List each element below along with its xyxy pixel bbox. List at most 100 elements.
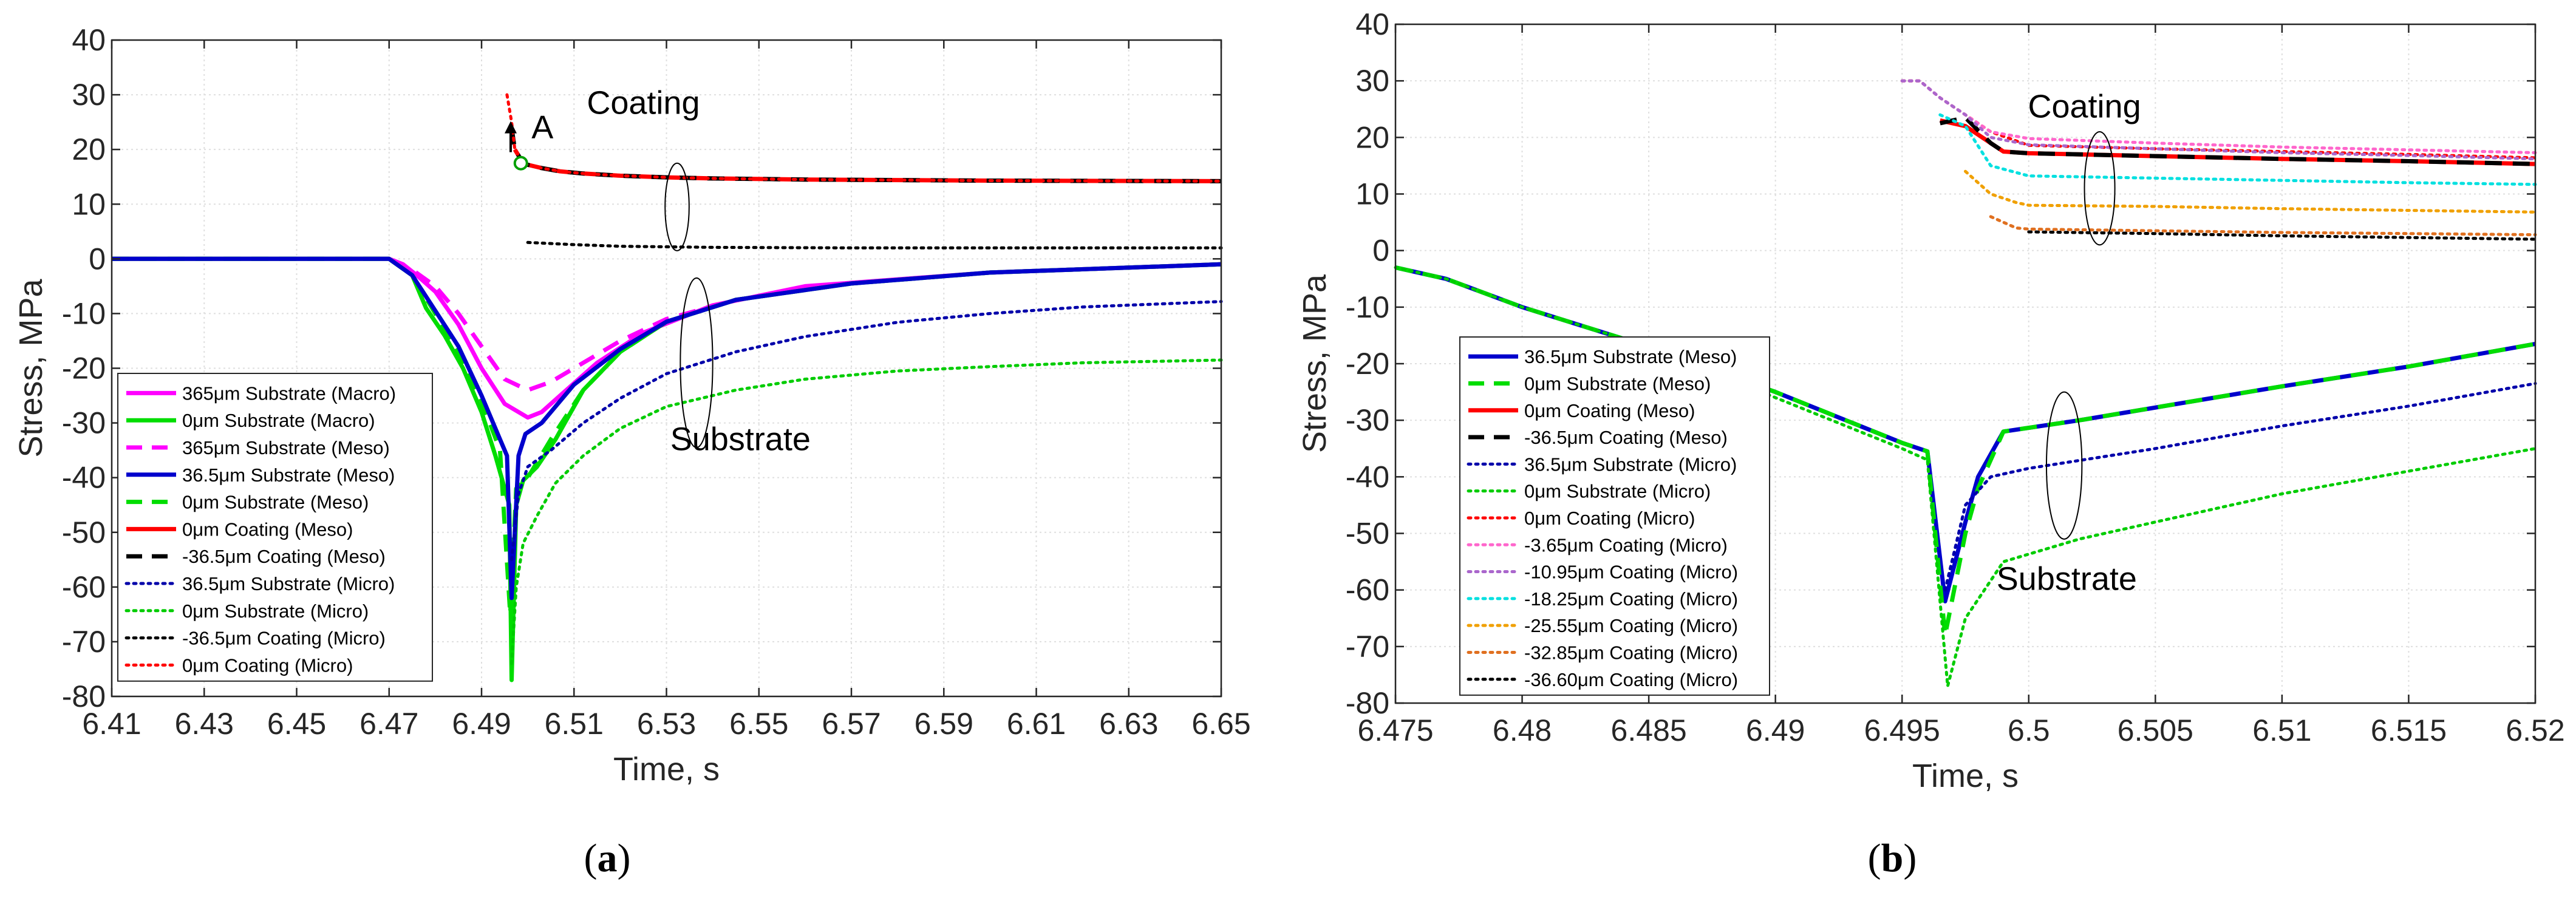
x-tick-label: 6.495: [1864, 713, 1940, 747]
x-tick-label: 6.57: [822, 707, 881, 741]
y-tick-label: 10: [1355, 177, 1389, 211]
annotation-coating: Coating: [2028, 89, 2141, 125]
legend-entry-label: 0μm Coating (Micro): [182, 655, 353, 676]
annotation-substrate: Substrate: [670, 421, 811, 458]
legend-entry-label: -36.60μm Coating (Micro): [1524, 669, 1738, 690]
series-line-b-10: [1964, 169, 2537, 214]
x-tick-label: 6.48: [1493, 713, 1552, 747]
y-tick-label: -60: [62, 570, 106, 604]
x-tick-label: 6.49: [452, 707, 511, 741]
legend-entry-label: -36.5μm Coating (Meso): [182, 546, 386, 567]
x-tick-label: 6.47: [359, 707, 418, 741]
y-tick-label: -70: [62, 625, 106, 659]
y-tick-label: 30: [1355, 64, 1389, 98]
y-tick-label: -40: [62, 461, 106, 495]
legend-entry-label: -32.85μm Coating (Micro): [1524, 642, 1738, 663]
x-tick-label: 6.51: [545, 707, 604, 741]
panel-a-chart: Coating Substrate A 6.41 6.43 6.45 6.47 6.49 6.5…: [13, 23, 1251, 787]
arrow-head-icon: [504, 121, 517, 134]
legend-entry-label: 0μm Substrate (Meso): [182, 492, 369, 513]
series-line-b-5: [1940, 115, 2536, 166]
caption-b: (b): [1868, 836, 1917, 880]
y-tick-label: 30: [72, 78, 106, 112]
y-tick-label: -50: [1346, 517, 1389, 551]
point-a-marker: [513, 155, 528, 171]
series-line-b-12: [2027, 230, 2537, 241]
series-line-a-10: [526, 240, 1223, 250]
y-tick-label: -80: [62, 679, 106, 713]
y-tick-label: 20: [72, 132, 106, 166]
y-tick-label: -30: [62, 406, 106, 440]
x-tick-label: 6.59: [915, 707, 973, 741]
y-tick-label: 0: [1372, 234, 1389, 268]
legend: 365μm Substrate (Macro) 0μm Substrate (Ma…: [117, 373, 433, 682]
legend-entry-label: 0μm Substrate (Micro): [1524, 481, 1711, 502]
series-line-b-7: [1900, 79, 2537, 154]
legend-entry-label: 0μm Coating (Micro): [1524, 508, 1695, 529]
series-line-a-6: [510, 358, 1223, 665]
x-tick-label: 6.51: [2252, 713, 2311, 747]
x-tick-label: 6.52: [2506, 713, 2564, 747]
series-line-b-11: [1989, 215, 2537, 237]
series-line-a-5: [510, 300, 1223, 562]
legend-box: [1459, 336, 1770, 696]
y-tick-label: -70: [1346, 630, 1389, 664]
y-tick-label: -30: [1346, 403, 1389, 437]
y-tick-label: -80: [1346, 686, 1389, 720]
x-tick-label: 6.505: [2118, 713, 2193, 747]
series-line-a-4: [112, 256, 1222, 600]
series-line-a-8: [509, 127, 1222, 183]
x-tick-label: 6.5: [2008, 713, 2050, 747]
legend-entry-label: 365μm Substrate (Meso): [182, 437, 390, 458]
legend-entry-label: 0μm Substrate (Micro): [182, 600, 369, 622]
y-tick-label: -40: [1346, 460, 1389, 494]
legend-entry-label: 0μm Substrate (Meso): [1524, 373, 1711, 394]
x-tick-label: 6.515: [2371, 713, 2447, 747]
x-tick-label: 6.45: [267, 707, 326, 741]
y-tick-label: -60: [1346, 573, 1389, 607]
annotation-substrate: Substrate: [1997, 561, 2137, 597]
y-tick-label: -20: [1346, 347, 1389, 381]
legend-entry-label: 0μm Coating (Meso): [1524, 400, 1695, 421]
legend-entry-label: -3.65μm Coating (Micro): [1524, 534, 1728, 556]
y-tick-label: 40: [1355, 7, 1389, 41]
annotation-ellipse: [2084, 131, 2116, 246]
series-line-b-3: [1394, 266, 2537, 688]
annotation-ellipse: [680, 277, 714, 449]
legend-entry-label: 36.5μm Substrate (Meso): [1524, 346, 1737, 367]
legend-entry-label: -25.55μm Coating (Micro): [1524, 615, 1738, 636]
y-tick-label: 0: [89, 242, 106, 276]
y-tick-label: 20: [1355, 120, 1389, 154]
series-line-b-9: [1938, 113, 2537, 186]
legend-entry-label: 36.5μm Substrate (Meso): [182, 464, 395, 486]
y-tick-label: 10: [72, 187, 106, 221]
legend-entry-label: -10.95μm Coating (Micro): [1524, 562, 1738, 583]
legend-entry-label: 0μm Coating (Meso): [182, 519, 353, 540]
panel-b-chart: Coating Substrate 6.475 6.48 6.485 6.49 6.495 6…: [1297, 7, 2565, 794]
legend-entry-label: -36.5μm Coating (Micro): [182, 628, 386, 649]
y-tick-label: -50: [62, 515, 106, 549]
y-axis-title: Stress, MPa: [1297, 274, 1333, 453]
x-tick-label: 6.65: [1191, 707, 1250, 741]
x-tick-label: 6.55: [729, 707, 788, 741]
annotation-a: A: [531, 109, 553, 146]
series-line-a-9: [505, 93, 1223, 183]
y-axis-title: Stress, MPa: [13, 278, 49, 457]
legend-entry-label: -18.25μm Coating (Micro): [1524, 588, 1738, 610]
caption-a: (a): [584, 836, 631, 880]
y-tick-label: 40: [72, 23, 106, 57]
x-axis-title: Time, s: [1912, 758, 2019, 794]
legend-entry-label: -36.5μm Coating (Meso): [1524, 427, 1728, 448]
y-tick-label: -10: [62, 296, 106, 330]
x-tick-label: 6.61: [1007, 707, 1066, 741]
legend-entry-label: 0μm Substrate (Macro): [182, 410, 375, 431]
annotation-ellipse: [664, 162, 690, 251]
y-tick-label: -10: [1346, 290, 1389, 324]
y-tick-label: -20: [62, 352, 106, 386]
x-tick-label: 6.53: [637, 707, 696, 741]
legend: 36.5μm Substrate (Meso) 0μm Substrate (Me…: [1459, 336, 1770, 696]
series-line-b-2: [1943, 382, 2537, 592]
x-axis-title: Time, s: [613, 751, 720, 787]
x-tick-label: 6.41: [82, 707, 141, 741]
